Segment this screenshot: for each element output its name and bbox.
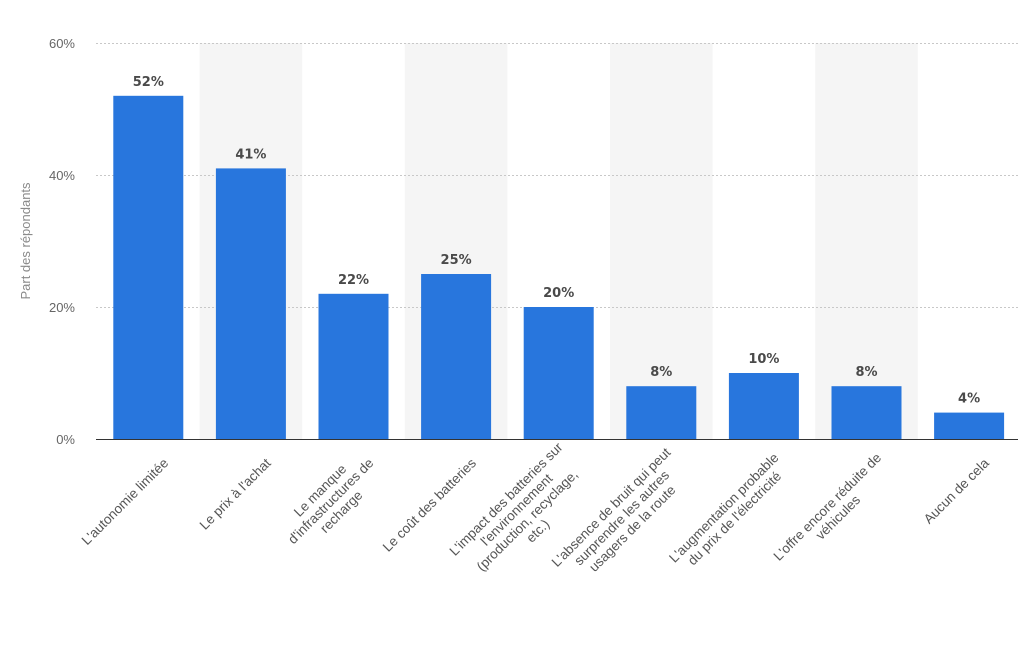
value-label: 20% (543, 286, 574, 301)
bar[interactable] (215, 168, 286, 439)
x-axis-ticks: L'autonomie limitée Le prix à l'achat Le m… (79, 439, 993, 591)
x-tick-label-line: L'augmentation probable (666, 450, 781, 565)
x-tick-label-line: L'autonomie limitée (79, 455, 172, 548)
value-label: 41% (235, 147, 266, 162)
value-label: 52% (133, 75, 164, 90)
x-tick-label: L'absence de bruit qui peutsurprendre le… (549, 445, 695, 591)
bars (113, 95, 1005, 440)
value-label: 22% (338, 273, 369, 288)
x-tick-label-line: L'offre encore réduite de (771, 450, 885, 564)
x-tick-label: Le manqued'infrastructures derecharge (274, 445, 387, 558)
bar[interactable] (113, 95, 184, 440)
bar[interactable] (318, 293, 389, 439)
x-tick-label: L'offre encore réduite devéhicules (771, 450, 895, 574)
y-tick-label: 20% (49, 300, 75, 315)
x-tick-label: L'autonomie limitée (79, 455, 172, 548)
x-tick-label-line: Le prix à l'achat (197, 455, 274, 532)
value-label: 4% (958, 392, 980, 407)
bar[interactable] (626, 386, 697, 439)
bar[interactable] (523, 307, 594, 439)
y-tick-label: 0% (56, 432, 75, 447)
y-axis-ticks: 0% 20% 40% 60% (49, 36, 75, 447)
bar[interactable] (831, 386, 902, 439)
x-tick-label-line: surprendre les autres (571, 467, 672, 568)
alternating-bands (199, 43, 918, 439)
band (815, 43, 918, 439)
y-tick-label: 60% (49, 36, 75, 51)
value-labels: 52% 41% 22% 25% 20% 8% 10% 8% 4% (133, 75, 980, 407)
x-tick-label-line: Aucun de cela (921, 455, 992, 526)
x-tick-label: Aucun de cela (921, 455, 992, 526)
x-tick-label: Le prix à l'achat (197, 455, 274, 532)
value-label: 8% (650, 365, 672, 380)
band (610, 43, 713, 439)
value-label: 25% (441, 253, 472, 268)
y-tick-label: 40% (49, 168, 75, 183)
bar[interactable] (728, 373, 799, 439)
bar[interactable] (934, 412, 1005, 439)
value-label: 10% (748, 352, 779, 367)
bar[interactable] (421, 274, 492, 439)
value-label: 8% (855, 365, 877, 380)
y-axis-label: Part des répondants (18, 182, 33, 300)
